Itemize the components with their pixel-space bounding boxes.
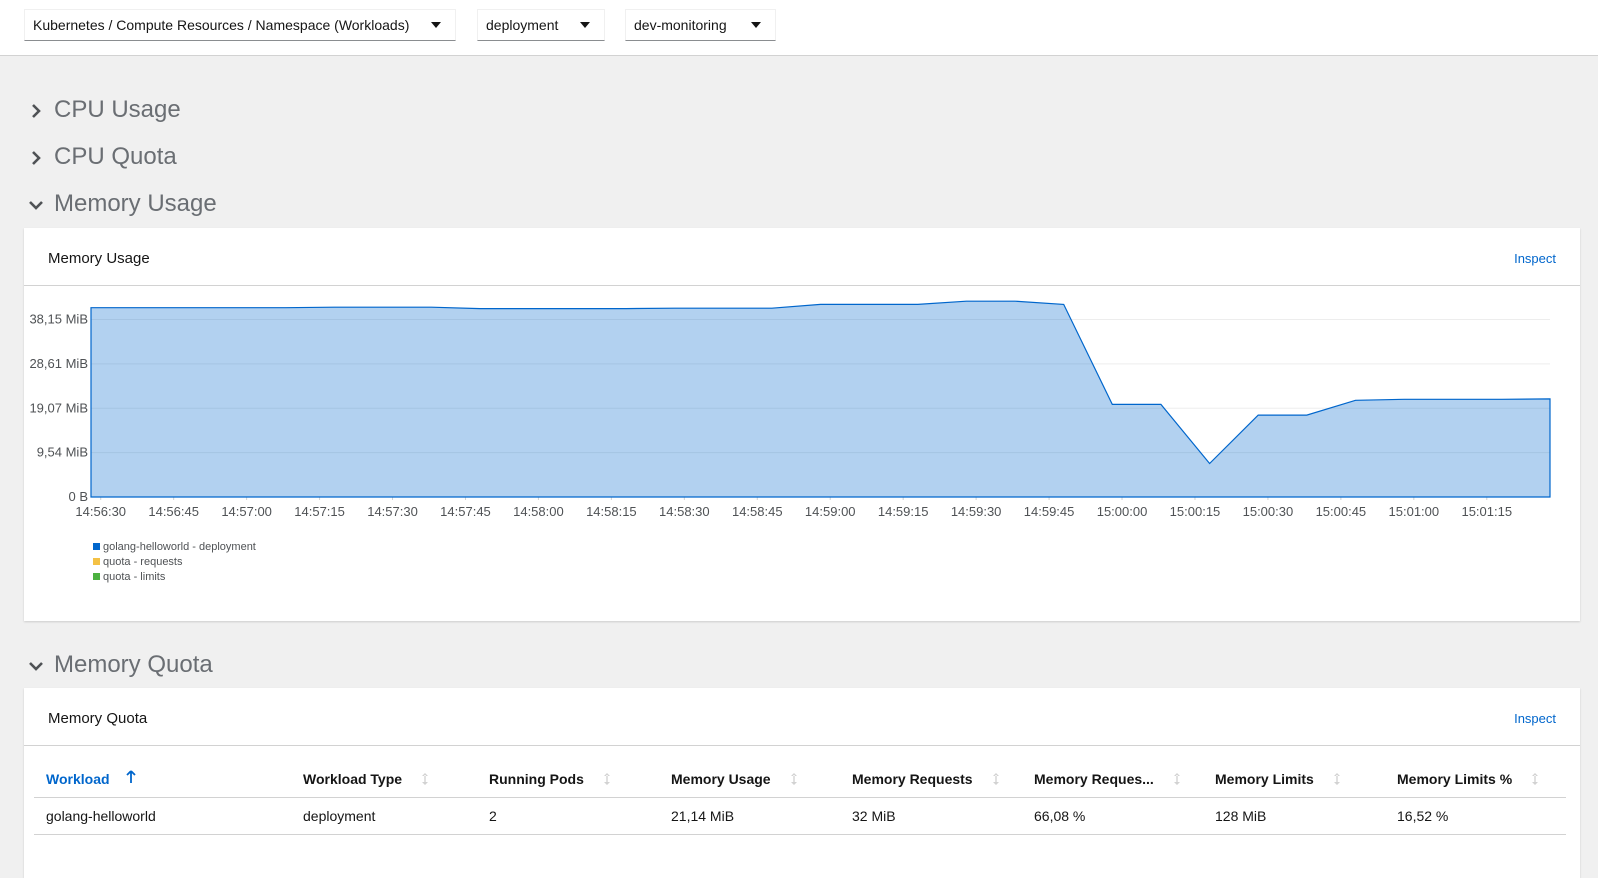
- caret: [580, 22, 590, 28]
- y-tick-label: 38,15 MiB: [29, 312, 88, 327]
- section-header[interactable]: Memory Quota: [28, 650, 213, 680]
- legend-swatch: [93, 543, 100, 550]
- caret: [751, 22, 761, 28]
- panel-header: Memory Usage Inspect: [24, 228, 1580, 286]
- sort-icon: [1174, 773, 1180, 785]
- dropdown-text: Kubernetes / Compute Resources / Namespa…: [33, 17, 410, 33]
- x-tick-label: 14:57:15: [294, 504, 345, 519]
- legend-label: golang-helloworld - deployment: [103, 541, 256, 553]
- column-header[interactable]: Memory Requests: [852, 771, 973, 787]
- x-tick-label: 14:58:45: [732, 504, 783, 519]
- table-cell: 2: [489, 808, 497, 824]
- y-tick-label: 19,07 MiB: [29, 400, 88, 415]
- namespace-select[interactable]: dev-monitoring: [625, 9, 776, 41]
- x-tick-label: 15:00:15: [1170, 504, 1221, 519]
- table-cell: 128 MiB: [1215, 808, 1267, 824]
- x-tick-label: 14:58:15: [586, 504, 637, 519]
- area-line: [90, 300, 1551, 498]
- chevron: [29, 662, 43, 671]
- table-cell: deployment: [303, 808, 376, 824]
- sort-icon: [126, 770, 136, 783]
- sort-icon: [1532, 773, 1538, 785]
- x-tick-label: 14:57:00: [221, 504, 272, 519]
- dropdown-text: deployment: [486, 17, 559, 33]
- x-tick-label: 14:57:45: [440, 504, 491, 519]
- chevron: [29, 201, 43, 210]
- column-header[interactable]: Running Pods: [489, 771, 584, 787]
- panel-title: Memory Quota: [48, 710, 148, 727]
- x-tick-label: 15:00:00: [1097, 504, 1148, 519]
- column-header[interactable]: Workload Type: [303, 771, 403, 787]
- legend-swatch: [93, 558, 100, 565]
- panel-title: Memory Usage: [48, 250, 150, 267]
- sort-icon: [993, 773, 999, 785]
- x-tick-label: 14:59:30: [951, 504, 1002, 519]
- toolbar: Kubernetes / Compute Resources / Namespa…: [0, 0, 1598, 56]
- sort-icon: [604, 773, 610, 785]
- x-tick-label: 15:01:15: [1461, 504, 1512, 519]
- area-fill: [91, 301, 1550, 497]
- y-tick-label: 9,54 MiB: [37, 445, 88, 460]
- column-header[interactable]: Memory Limits: [1215, 771, 1314, 787]
- chevron: [32, 104, 41, 118]
- section-title: Memory Usage: [54, 190, 217, 217]
- legend-label: quota - requests: [103, 556, 183, 568]
- x-tick-label: 15:00:30: [1243, 504, 1294, 519]
- section-title: CPU Quota: [54, 143, 177, 170]
- table-cell: 16,52 %: [1397, 808, 1449, 824]
- column-header[interactable]: Memory Usage: [671, 771, 771, 787]
- chart-panel: Memory Usage Inspect 0 B 9,54 MiB 19,07 Mi…: [24, 228, 1580, 621]
- y-tick-label: 0 B: [68, 489, 88, 504]
- caret: [431, 22, 441, 28]
- table-cell: 66,08 %: [1034, 808, 1086, 824]
- legend-swatch: [93, 573, 100, 580]
- section-header[interactable]: CPU Quota: [28, 142, 177, 172]
- inspect-link[interactable]: Inspect: [1514, 251, 1556, 266]
- x-tick-label: 14:59:15: [878, 504, 929, 519]
- x-tick-label: 14:58:30: [659, 504, 710, 519]
- x-tick-label: 15:01:00: [1389, 504, 1440, 519]
- table-cell: golang-helloworld: [46, 808, 156, 824]
- x-tick-label: 14:57:30: [367, 504, 418, 519]
- panel-header: Memory Quota Inspect: [24, 688, 1580, 746]
- dropdown-text: dev-monitoring: [634, 17, 727, 33]
- type-select[interactable]: deployment: [477, 9, 605, 41]
- x-tick-label: 15:00:45: [1316, 504, 1367, 519]
- section-title: Memory Quota: [54, 651, 213, 678]
- x-tick-label: 14:56:30: [75, 504, 126, 519]
- x-tick-label: 14:59:00: [805, 504, 856, 519]
- x-tick-label: 14:59:45: [1024, 504, 1075, 519]
- inspect-link[interactable]: Inspect: [1514, 711, 1556, 726]
- dashboard-select[interactable]: Kubernetes / Compute Resources / Namespa…: [24, 9, 456, 41]
- chevron: [32, 151, 41, 165]
- legend-label: quota - limits: [103, 571, 166, 583]
- column-header[interactable]: Memory Limits %: [1397, 771, 1513, 787]
- sort-icon: [791, 773, 797, 785]
- sort-icon: [1334, 773, 1340, 785]
- column-header[interactable]: Memory Reques...: [1034, 771, 1154, 787]
- section-header[interactable]: CPU Usage: [28, 95, 181, 125]
- x-tick-label: 14:56:45: [148, 504, 199, 519]
- column-header[interactable]: Workload: [46, 771, 110, 787]
- sort-icon: [422, 773, 428, 785]
- table-cell: 32 MiB: [852, 808, 896, 824]
- section-header[interactable]: Memory Usage: [28, 189, 217, 219]
- section-title: CPU Usage: [54, 96, 181, 123]
- table-panel: Memory Quota Inspect Workload Workload Ty…: [24, 688, 1580, 878]
- chart: 0 B 9,54 MiB 19,07 MiB 28,61 MiB 38,15 MiB 14…: [29, 300, 1551, 583]
- row-divider: [34, 797, 1566, 798]
- y-tick-label: 28,61 MiB: [29, 356, 88, 371]
- table-cell: 21,14 MiB: [671, 808, 735, 824]
- x-tick-label: 14:58:00: [513, 504, 564, 519]
- row-divider: [34, 834, 1566, 835]
